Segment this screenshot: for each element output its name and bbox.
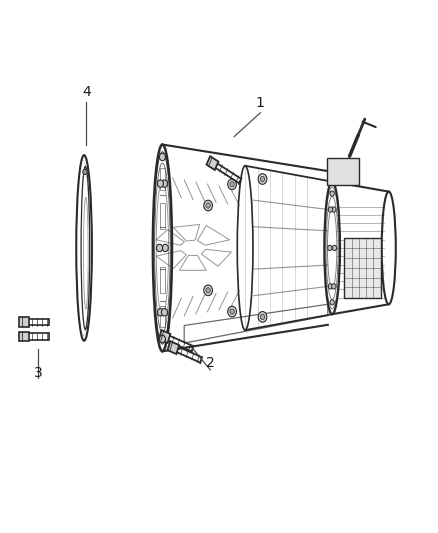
Text: 4: 4 (82, 85, 91, 100)
Circle shape (258, 312, 267, 322)
Circle shape (332, 207, 336, 212)
Polygon shape (159, 330, 170, 343)
FancyBboxPatch shape (344, 238, 381, 298)
Circle shape (156, 244, 162, 252)
Bar (160, 306, 165, 327)
Polygon shape (206, 156, 219, 170)
Circle shape (328, 207, 333, 212)
FancyBboxPatch shape (327, 158, 359, 185)
Circle shape (328, 245, 332, 251)
Circle shape (162, 309, 167, 316)
Bar (160, 266, 166, 293)
Circle shape (162, 180, 167, 187)
Circle shape (157, 180, 163, 187)
Circle shape (230, 309, 234, 314)
Polygon shape (19, 317, 29, 327)
Bar (160, 168, 165, 190)
Circle shape (260, 314, 265, 319)
Circle shape (204, 200, 212, 211)
Circle shape (228, 179, 237, 190)
Circle shape (206, 288, 210, 293)
Circle shape (332, 245, 337, 251)
Circle shape (328, 284, 333, 289)
Text: 1: 1 (256, 96, 265, 110)
Text: 3: 3 (34, 367, 43, 381)
Circle shape (330, 191, 334, 196)
Circle shape (260, 176, 265, 182)
Circle shape (204, 285, 212, 296)
Text: 2: 2 (206, 356, 215, 370)
Circle shape (83, 169, 87, 174)
Circle shape (332, 284, 336, 289)
Circle shape (159, 154, 166, 160)
Polygon shape (19, 332, 29, 341)
Circle shape (330, 300, 334, 305)
Circle shape (228, 306, 237, 317)
Circle shape (159, 335, 166, 343)
Circle shape (157, 309, 163, 316)
Circle shape (162, 244, 168, 252)
Bar (160, 203, 166, 229)
Circle shape (258, 174, 267, 184)
Circle shape (230, 182, 234, 187)
Polygon shape (168, 341, 179, 354)
Circle shape (206, 203, 210, 208)
